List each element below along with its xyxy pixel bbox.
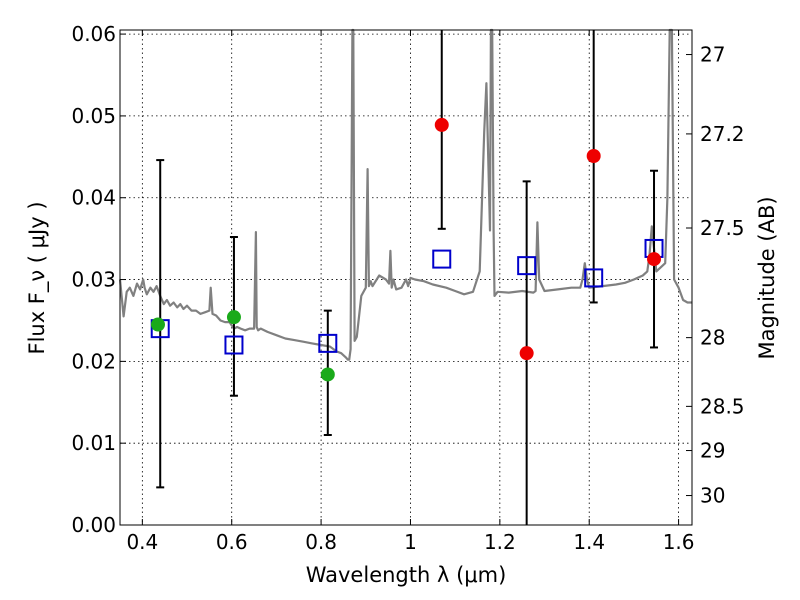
- y-tick-label: 0.06: [71, 22, 116, 46]
- model-markers: [150, 117, 662, 382]
- observed-point: [318, 333, 338, 353]
- y2-axis-label: Magnitude (AB): [755, 196, 779, 359]
- model-point-green: [320, 367, 335, 382]
- model-point-green: [150, 317, 165, 332]
- x-axis-label: Wavelength λ (μm): [306, 563, 507, 587]
- observed-point: [517, 256, 537, 276]
- model-spectrum-line: [118, 28, 692, 361]
- y-tick-label: 0.02: [71, 349, 116, 373]
- observed-point: [432, 249, 452, 269]
- y2-tick-label: 27: [700, 43, 725, 67]
- y2-tick-label: 28.5: [700, 394, 745, 418]
- model-spectrum: [118, 28, 692, 361]
- observed-point: [584, 268, 604, 288]
- x-tick-label: 1.2: [484, 530, 516, 554]
- y2-tick-label: 28: [700, 326, 725, 350]
- y-tick-label: 0.04: [71, 186, 116, 210]
- y2-tick-label: 29: [700, 439, 725, 463]
- x-tick-label: 1: [404, 530, 417, 554]
- y-tick-label: 0.03: [71, 268, 116, 292]
- x-tick-label: 1.6: [663, 530, 695, 554]
- y2-tick-label: 27.2: [700, 122, 745, 146]
- y-tick-label: 0.05: [71, 104, 116, 128]
- model-point-red: [519, 346, 534, 361]
- model-point-red: [586, 149, 601, 163]
- y-tick-label: 0.01: [71, 431, 116, 455]
- observed-markers: [150, 238, 664, 355]
- model-point-green: [226, 310, 241, 325]
- x-tick-label: 0.4: [126, 530, 158, 554]
- plot-frame: [119, 29, 693, 526]
- x-tick-label: 0.8: [305, 530, 337, 554]
- observed-point: [224, 335, 244, 355]
- y-axis-label: Flux F_ν ( μJy ): [25, 201, 50, 354]
- y-tick-label: 0.00: [71, 513, 116, 537]
- grid-lines: [120, 30, 692, 526]
- x-tick-label: 0.6: [216, 530, 248, 554]
- y2-tick-label: 30: [700, 484, 725, 508]
- x-tick-label: 1.4: [573, 530, 605, 554]
- model-point-red: [434, 117, 449, 132]
- model-point-red: [647, 252, 662, 267]
- y2-tick-label: 27.5: [700, 216, 745, 240]
- axis-ticks: 0.4 0.6 0.8 1 1.2 1.4 1.6 0.00 0.01 0.02 0.03 0.04 0…: [71, 22, 744, 554]
